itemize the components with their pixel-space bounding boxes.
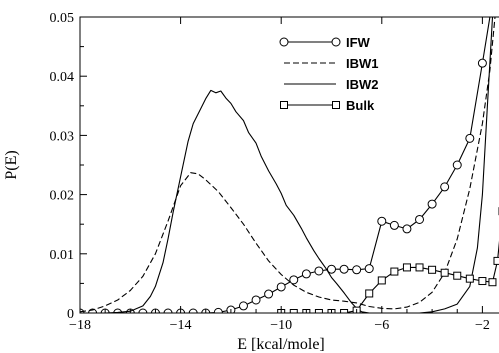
data-point-ifw xyxy=(264,289,274,299)
legend-item-bulk: Bulk xyxy=(280,98,375,113)
legend-item-ibw1: IBW1 xyxy=(284,56,379,71)
x-tick-label: −14 xyxy=(170,318,192,333)
legend-item-ifw: IFW xyxy=(279,35,371,50)
data-point-bulk xyxy=(402,263,411,272)
data-point-bulk xyxy=(365,289,374,298)
series-line-ibw2 xyxy=(80,17,494,313)
data-point-ifw xyxy=(289,275,299,285)
data-point-bulk xyxy=(465,274,474,283)
legend-label-bulk: Bulk xyxy=(346,98,375,113)
axes: −18 −14 −10 −6 −2 0 0.01 0.02 0.03 0.04 0.05 xyxy=(50,11,499,333)
data-point-bulk xyxy=(428,265,437,274)
plot-frame xyxy=(79,16,499,314)
series-ifw xyxy=(80,17,491,313)
data-point-ifw xyxy=(326,264,336,274)
legend-label-ibw2: IBW2 xyxy=(346,77,379,92)
data-point-bulk xyxy=(340,309,349,313)
data-point-ifw xyxy=(213,307,223,313)
data-point-ifw xyxy=(352,265,362,275)
data-point-ifw xyxy=(377,216,387,226)
data-point-ifw xyxy=(389,220,399,230)
legend-marker-ifw xyxy=(331,37,341,47)
data-point-ifw xyxy=(138,308,148,313)
data-point-ifw xyxy=(314,266,324,276)
legend-label-ibw1: IBW1 xyxy=(346,56,379,71)
legend-marker-bulk xyxy=(332,101,340,109)
data-point-bulk xyxy=(488,278,497,287)
y-tick-label: 0.05 xyxy=(50,11,75,26)
series-layer xyxy=(80,17,499,313)
legend-marker-bulk xyxy=(280,101,288,109)
data-point-ifw xyxy=(452,160,462,170)
x-axis-title: E [kcal/mole] xyxy=(237,336,325,353)
legend-marker-ifw xyxy=(279,37,289,47)
data-point-ifw xyxy=(440,182,450,192)
data-point-ifw xyxy=(415,214,425,224)
y-tick-label: 0 xyxy=(67,307,74,322)
data-point-ifw xyxy=(276,282,286,292)
x-tick-label: −2 xyxy=(475,318,490,333)
y-tick-label: 0.01 xyxy=(50,248,75,263)
data-point-bulk xyxy=(415,263,424,272)
legend: IFW IBW1 IBW2 Bulk xyxy=(279,35,379,113)
series-line-ibw1 xyxy=(80,17,496,313)
y-axis-title: P(E) xyxy=(3,150,20,179)
y-tick-label: 0.04 xyxy=(50,70,75,85)
legend-label-ifw: IFW xyxy=(346,35,371,50)
y-tick-label: 0.02 xyxy=(50,189,75,204)
data-point-ifw xyxy=(188,308,198,313)
data-point-ifw xyxy=(163,308,173,313)
data-point-bulk xyxy=(289,309,298,313)
data-point-bulk xyxy=(377,276,386,285)
series-line-bulk xyxy=(281,240,499,313)
series-line-ifw xyxy=(80,17,491,313)
legend-item-ibw2: IBW2 xyxy=(284,77,379,92)
data-point-ifw xyxy=(238,301,248,311)
x-tick-label: −10 xyxy=(270,318,292,333)
series-ibw2 xyxy=(80,17,494,313)
data-point-ifw xyxy=(402,224,412,234)
data-point-ifw xyxy=(339,264,349,274)
data-point-bulk xyxy=(314,309,323,313)
data-point-ifw xyxy=(427,199,437,209)
x-tick-label: −18 xyxy=(69,318,91,333)
x-tick-label: −6 xyxy=(374,318,389,333)
data-point-ifw xyxy=(251,295,261,305)
data-point-ifw xyxy=(477,58,487,68)
data-point-bulk xyxy=(390,267,399,276)
data-point-bulk xyxy=(493,256,499,265)
data-point-bulk xyxy=(440,268,449,277)
series-bulk xyxy=(277,207,499,313)
data-point-bulk xyxy=(453,271,462,280)
data-point-bulk xyxy=(478,277,487,286)
data-point-ifw xyxy=(364,264,374,274)
data-point-ifw xyxy=(465,133,475,143)
y-tick-label: 0.03 xyxy=(50,129,75,144)
data-point-ifw xyxy=(301,269,311,279)
series-ibw1 xyxy=(80,17,496,313)
